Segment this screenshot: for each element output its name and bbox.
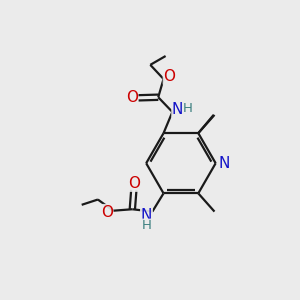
Text: H: H [142, 219, 152, 232]
Text: N: N [172, 102, 183, 117]
Text: N: N [141, 208, 152, 223]
Text: O: O [126, 90, 138, 105]
Text: O: O [164, 69, 175, 84]
Text: O: O [128, 176, 140, 191]
Text: H: H [183, 102, 193, 115]
Text: O: O [101, 205, 113, 220]
Text: N: N [218, 156, 230, 171]
